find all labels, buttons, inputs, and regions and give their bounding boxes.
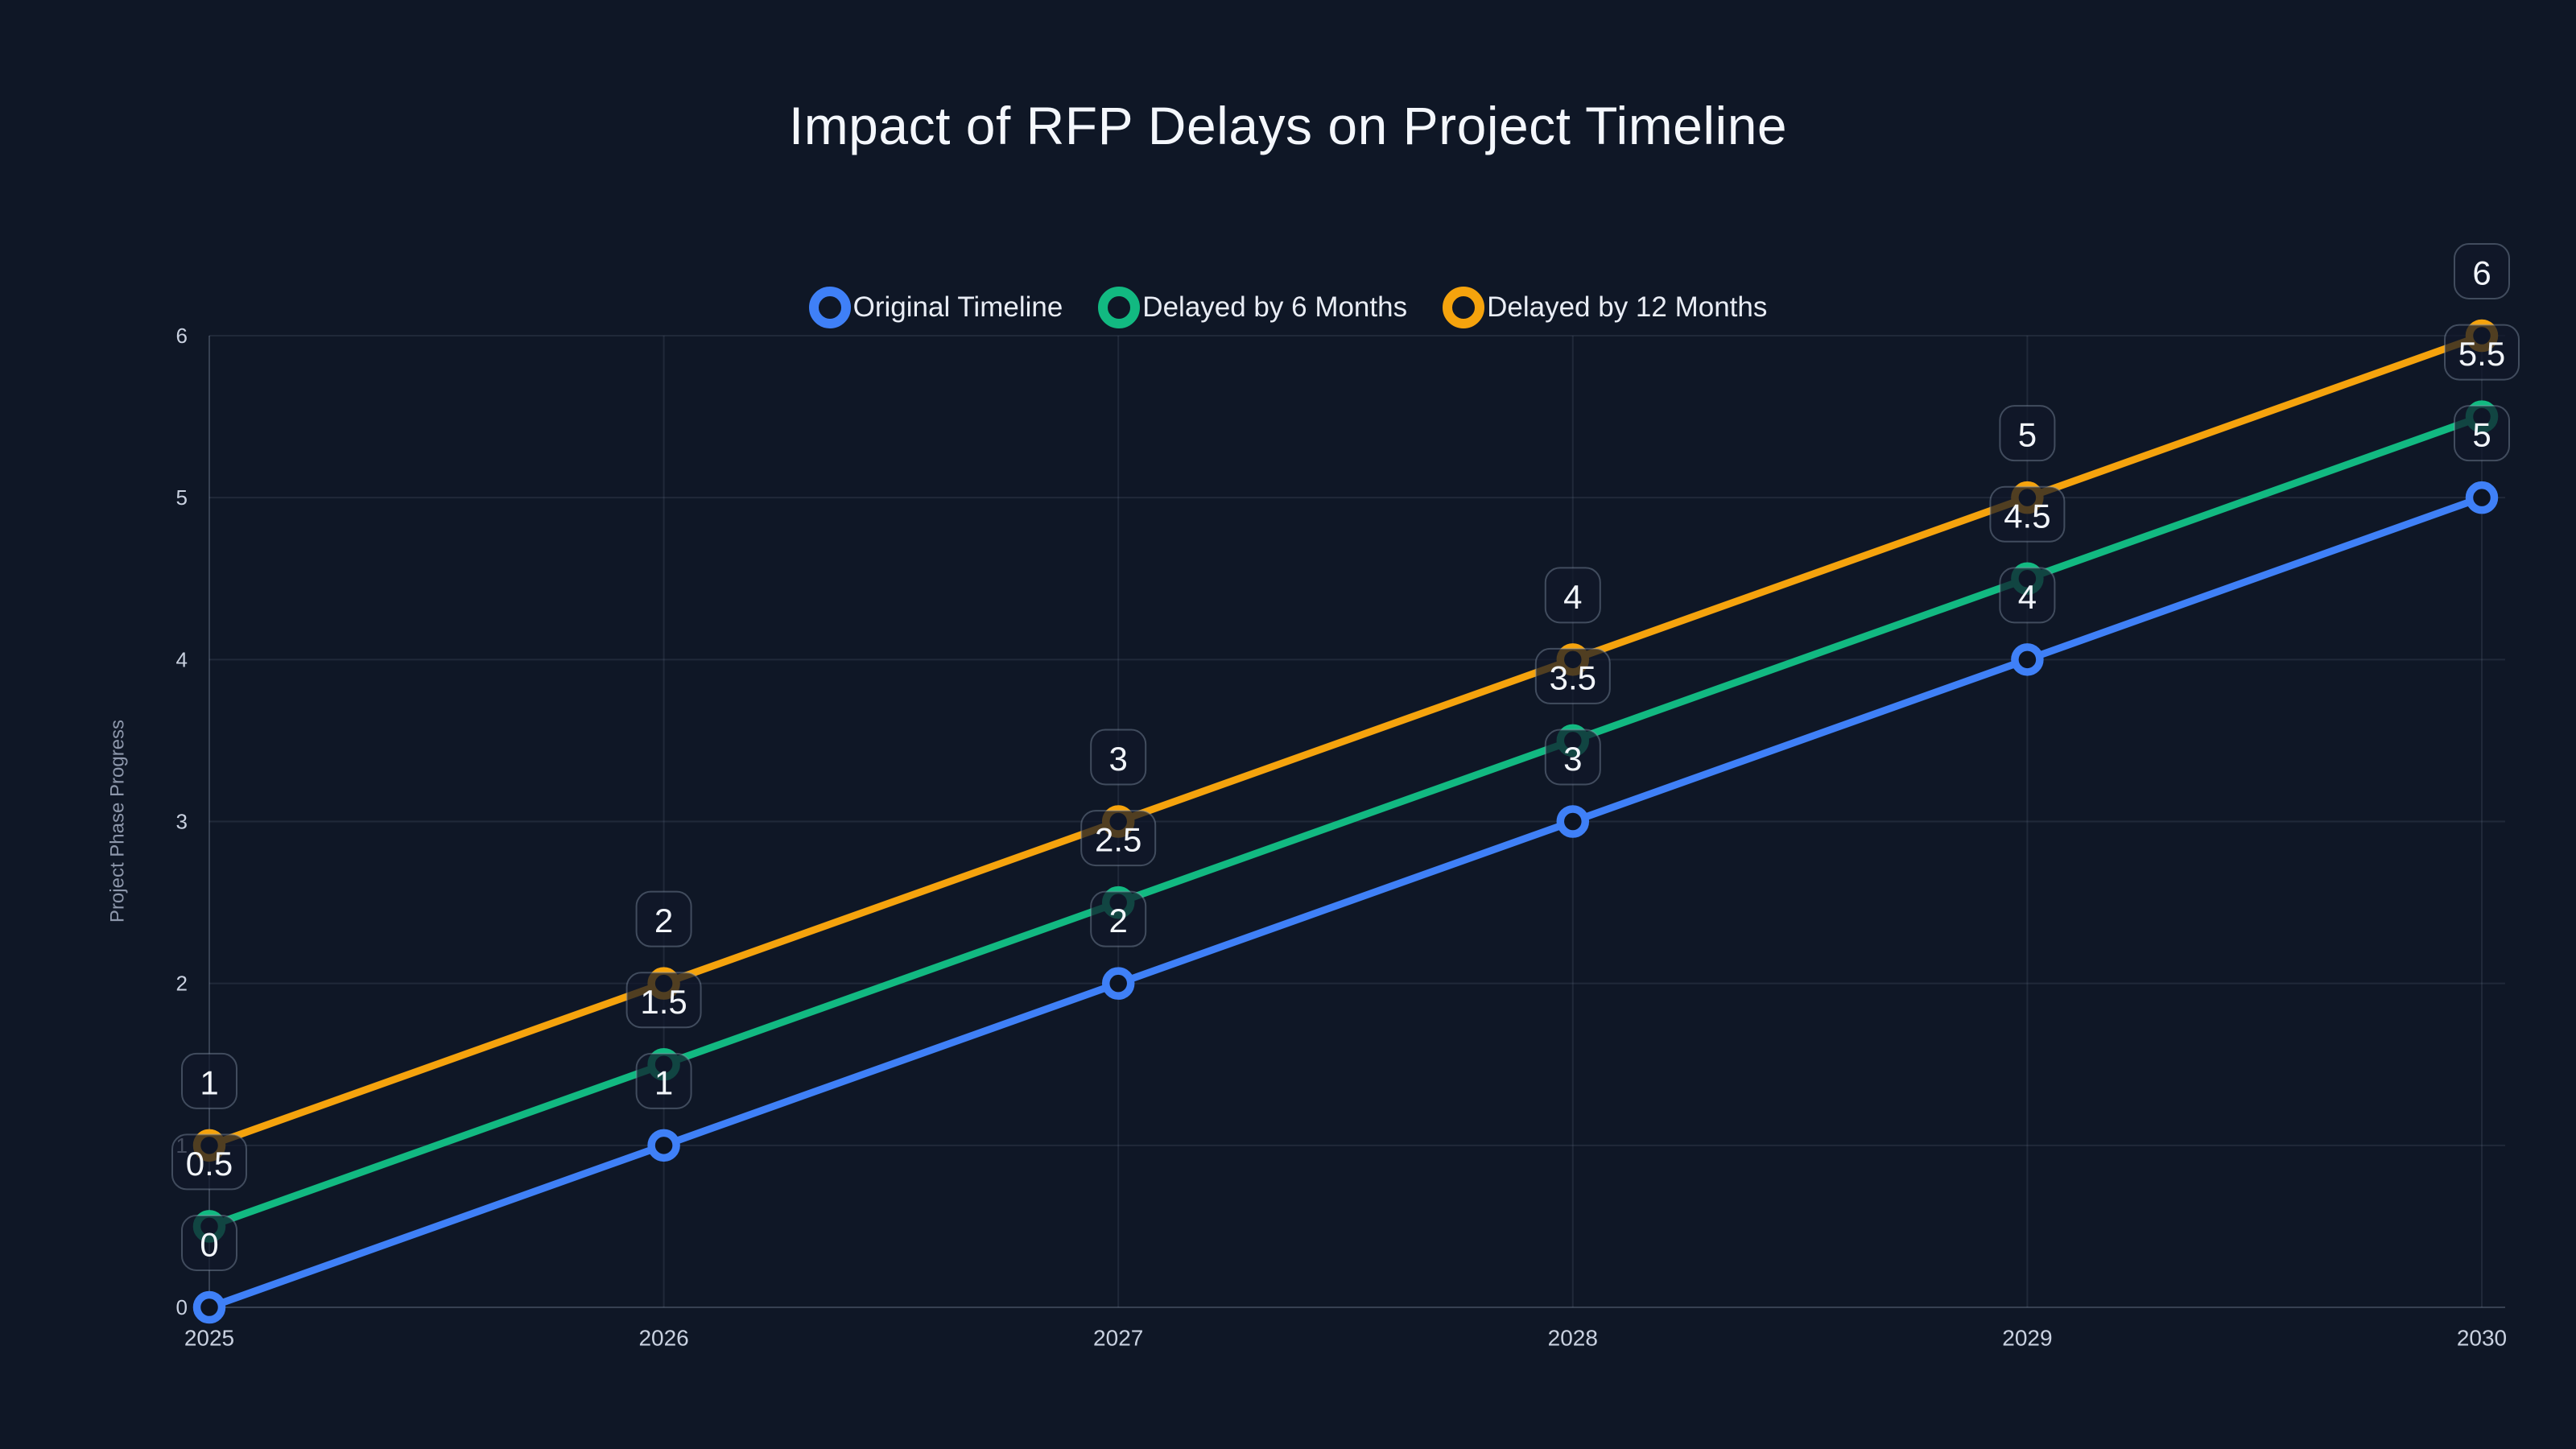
point-label-box (1090, 890, 1147, 947)
point-label-delayed-by-6-months-2026: 1.5 (625, 972, 702, 1029)
point-label-text: 0.5 (186, 1145, 233, 1183)
point-label-text: 1 (654, 1063, 673, 1101)
y-tick-label: 2 (176, 972, 188, 996)
point-label-original-timeline-2028: 3 (1544, 729, 1601, 786)
point-label-text: 4 (2018, 578, 2037, 616)
data-point-original-timeline-2025[interactable] (192, 1290, 226, 1324)
point-label-box (1534, 647, 1611, 704)
point-label-text: 3 (1563, 740, 1582, 778)
series-line-delayed-by-6-months (205, 413, 2486, 1230)
point-label-box (1544, 729, 1601, 786)
point-label-delayed-by-12-months-2030: 6 (2454, 243, 2510, 299)
data-point-original-timeline-2029[interactable] (2011, 643, 2044, 676)
y-tick-label: 5 (176, 485, 188, 510)
point-label-original-timeline-2025: 0 (181, 1215, 237, 1271)
point-label-text: 2 (1109, 902, 1128, 939)
chart-title: Impact of RFP Delays on Project Timeline (788, 96, 1788, 155)
point-label-box (2444, 324, 2520, 381)
x-tick-label: 2025 (184, 1326, 234, 1351)
point-label-box (2454, 405, 2510, 462)
series-line-original-timeline (205, 493, 2486, 1311)
point-label-delayed-by-12-months-2026: 2 (635, 890, 692, 947)
legend-label: Delayed by 12 Months (1487, 291, 1768, 323)
y-axis-title: Project Phase Progress (107, 720, 129, 923)
point-label-delayed-by-12-months-2025: 1 (181, 1052, 237, 1109)
series-line-delayed-by-12-months (205, 332, 2486, 1150)
point-label-delayed-by-6-months-2027: 2.5 (1080, 810, 1157, 867)
point-label-box (635, 1052, 692, 1109)
point-label-box (1544, 567, 1601, 624)
y-tick-label: 4 (176, 647, 188, 671)
point-label-text: 4 (1563, 578, 1582, 616)
data-point-original-timeline-2028[interactable] (1556, 805, 1590, 838)
point-label-original-timeline-2027: 2 (1090, 890, 1147, 947)
point-label-delayed-by-6-months-2025: 0.5 (171, 1133, 247, 1191)
y-tick-label: 6 (176, 324, 188, 348)
x-tick-label: 2030 (2457, 1326, 2507, 1351)
point-label-text: 5 (2018, 416, 2037, 454)
x-tick-label: 2027 (1093, 1326, 1143, 1351)
point-label-box (1999, 567, 2056, 624)
point-label-box (1989, 485, 2066, 543)
point-label-text: 3.5 (1550, 658, 1596, 696)
point-label-text: 2 (654, 902, 673, 939)
x-tick-label: 2029 (2002, 1326, 2052, 1351)
point-label-box (2454, 243, 2510, 299)
data-point-original-timeline-2030[interactable] (2465, 481, 2499, 514)
point-label-text: 0 (200, 1226, 218, 1264)
point-label-delayed-by-6-months-2028: 3.5 (1534, 647, 1611, 704)
point-label-original-timeline-2030: 5 (2454, 405, 2510, 462)
x-tick-label: 2028 (1548, 1326, 1598, 1351)
point-label-delayed-by-12-months-2028: 4 (1544, 567, 1601, 624)
point-label-box (181, 1215, 237, 1271)
data-point-original-timeline-2026[interactable] (647, 1129, 680, 1162)
legend: Original Timeline Delayed by 6 Months Dela… (0, 287, 2576, 328)
point-label-box (171, 1133, 247, 1191)
point-label-original-timeline-2026: 1 (635, 1052, 692, 1109)
y-tick-label: 0 (176, 1295, 188, 1319)
point-label-text: 3 (1109, 740, 1128, 778)
data-point-original-timeline-2027[interactable] (1101, 967, 1135, 1000)
legend-label: Original Timeline (852, 291, 1063, 323)
point-label-text: 5.5 (2458, 335, 2505, 373)
point-label-text: 1 (200, 1063, 218, 1101)
point-label-text: 2.5 (1095, 821, 1141, 859)
point-label-box (181, 1052, 237, 1109)
point-label-box (625, 972, 702, 1029)
point-label-original-timeline-2029: 4 (1999, 567, 2056, 624)
point-label-delayed-by-6-months-2030: 5.5 (2444, 324, 2520, 381)
legend-label: Delayed by 6 Months (1142, 291, 1408, 323)
legend-item-original-timeline[interactable]: Original Timeline (808, 287, 1063, 328)
point-label-text: 1.5 (640, 983, 687, 1021)
point-label-text: 4.5 (2004, 497, 2050, 535)
x-tick-label: 2026 (638, 1326, 688, 1351)
legend-item-delayed-by-6-months[interactable]: Delayed by 6 Months (1098, 287, 1407, 328)
point-label-text: 6 (2472, 254, 2491, 292)
legend-item-delayed-by-12-months[interactable]: Delayed by 12 Months (1443, 287, 1767, 328)
point-label-box (1090, 729, 1147, 786)
point-label-delayed-by-6-months-2029: 4.5 (1989, 485, 2066, 543)
point-label-box (1080, 810, 1157, 867)
y-tick-label: 3 (176, 810, 188, 834)
point-label-delayed-by-12-months-2027: 3 (1090, 729, 1147, 786)
point-label-box (635, 890, 692, 947)
point-label-delayed-by-12-months-2029: 5 (1999, 405, 2056, 462)
point-label-box (1999, 405, 2056, 462)
point-label-text: 5 (2472, 416, 2491, 454)
